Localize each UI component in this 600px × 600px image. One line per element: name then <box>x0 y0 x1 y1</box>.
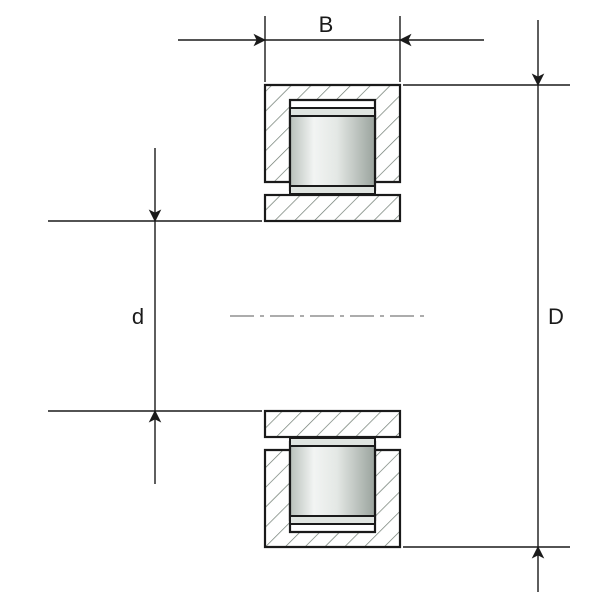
roller-lower <box>290 438 375 524</box>
dimension-label-D: D <box>548 304 564 329</box>
dimension-label-d: d <box>132 304 144 329</box>
dimension-d <box>48 148 262 484</box>
roller-upper <box>290 108 375 194</box>
bearing-cross-section-diagram: B d D <box>0 0 600 600</box>
inner-ring-upper <box>265 195 400 221</box>
inner-ring-lower <box>265 411 400 437</box>
dimension-label-B: B <box>319 12 334 37</box>
dimension-D <box>403 20 570 592</box>
